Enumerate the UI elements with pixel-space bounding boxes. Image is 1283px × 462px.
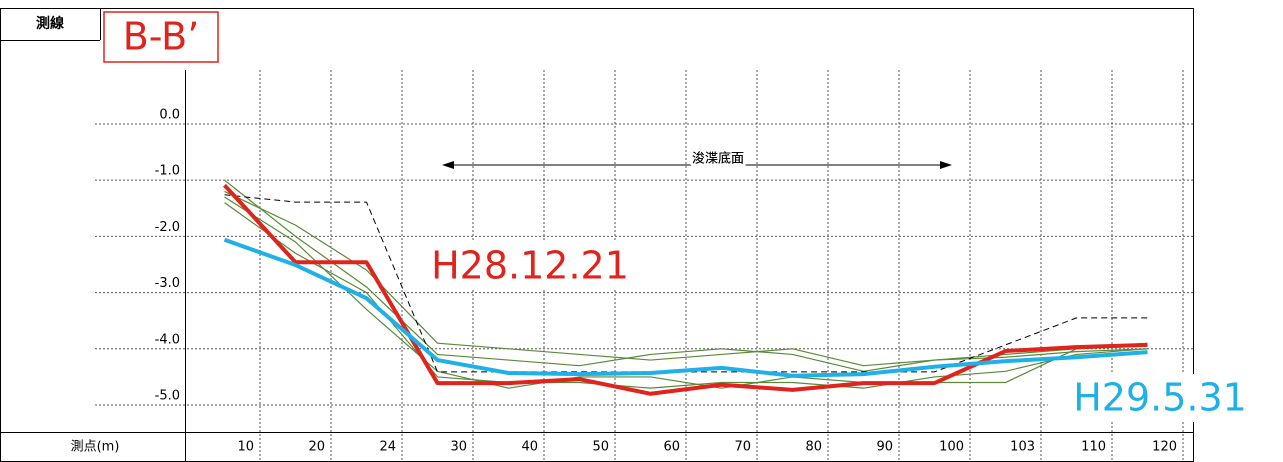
x-tick-label: 100 [939,440,964,455]
y-tick-label: -2.0 [155,220,180,235]
y-tick-label: -5.0 [155,389,180,404]
x-tick-label: 90 [876,440,893,455]
x-tick-label: 103 [1010,440,1035,455]
y-tick-label: 0.0 [159,107,180,122]
series-label: H29.5.31 [1073,376,1247,420]
annotation: 浚渫底面 [692,151,744,167]
x-tick-label: 20 [308,440,325,455]
x-tick-label: 10 [237,440,254,455]
y-tick-label: -1.0 [155,164,180,179]
x-tick-label: 40 [521,440,538,455]
x-tick-label: 70 [734,440,751,455]
x-axis-label: 測点(m) [71,440,120,455]
chart-title: B-B’ [123,15,200,59]
x-tick-label: 110 [1081,440,1106,455]
x-tick-label: 80 [805,440,822,455]
series-label-bg [1048,374,1272,422]
y-tick-label: -3.0 [155,276,180,291]
x-tick-label: 30 [450,440,467,455]
series-line [224,196,1148,389]
series-line [223,183,1148,396]
x-tick-label: 24 [379,440,396,455]
annotation: 浚渫底面 [692,151,744,167]
series-label: H28.12.21 [431,244,629,288]
series-line [223,237,1148,378]
arrow-head [442,161,454,169]
header-label: 測線 [36,15,64,32]
series-label-bg [418,242,642,290]
arrow-head [940,161,952,169]
x-tick-label: 60 [663,440,680,455]
y-tick-label: -4.0 [155,332,180,347]
x-tick-label: 50 [592,440,609,455]
title-box [103,11,219,63]
x-tick-label: 120 [1152,440,1177,455]
